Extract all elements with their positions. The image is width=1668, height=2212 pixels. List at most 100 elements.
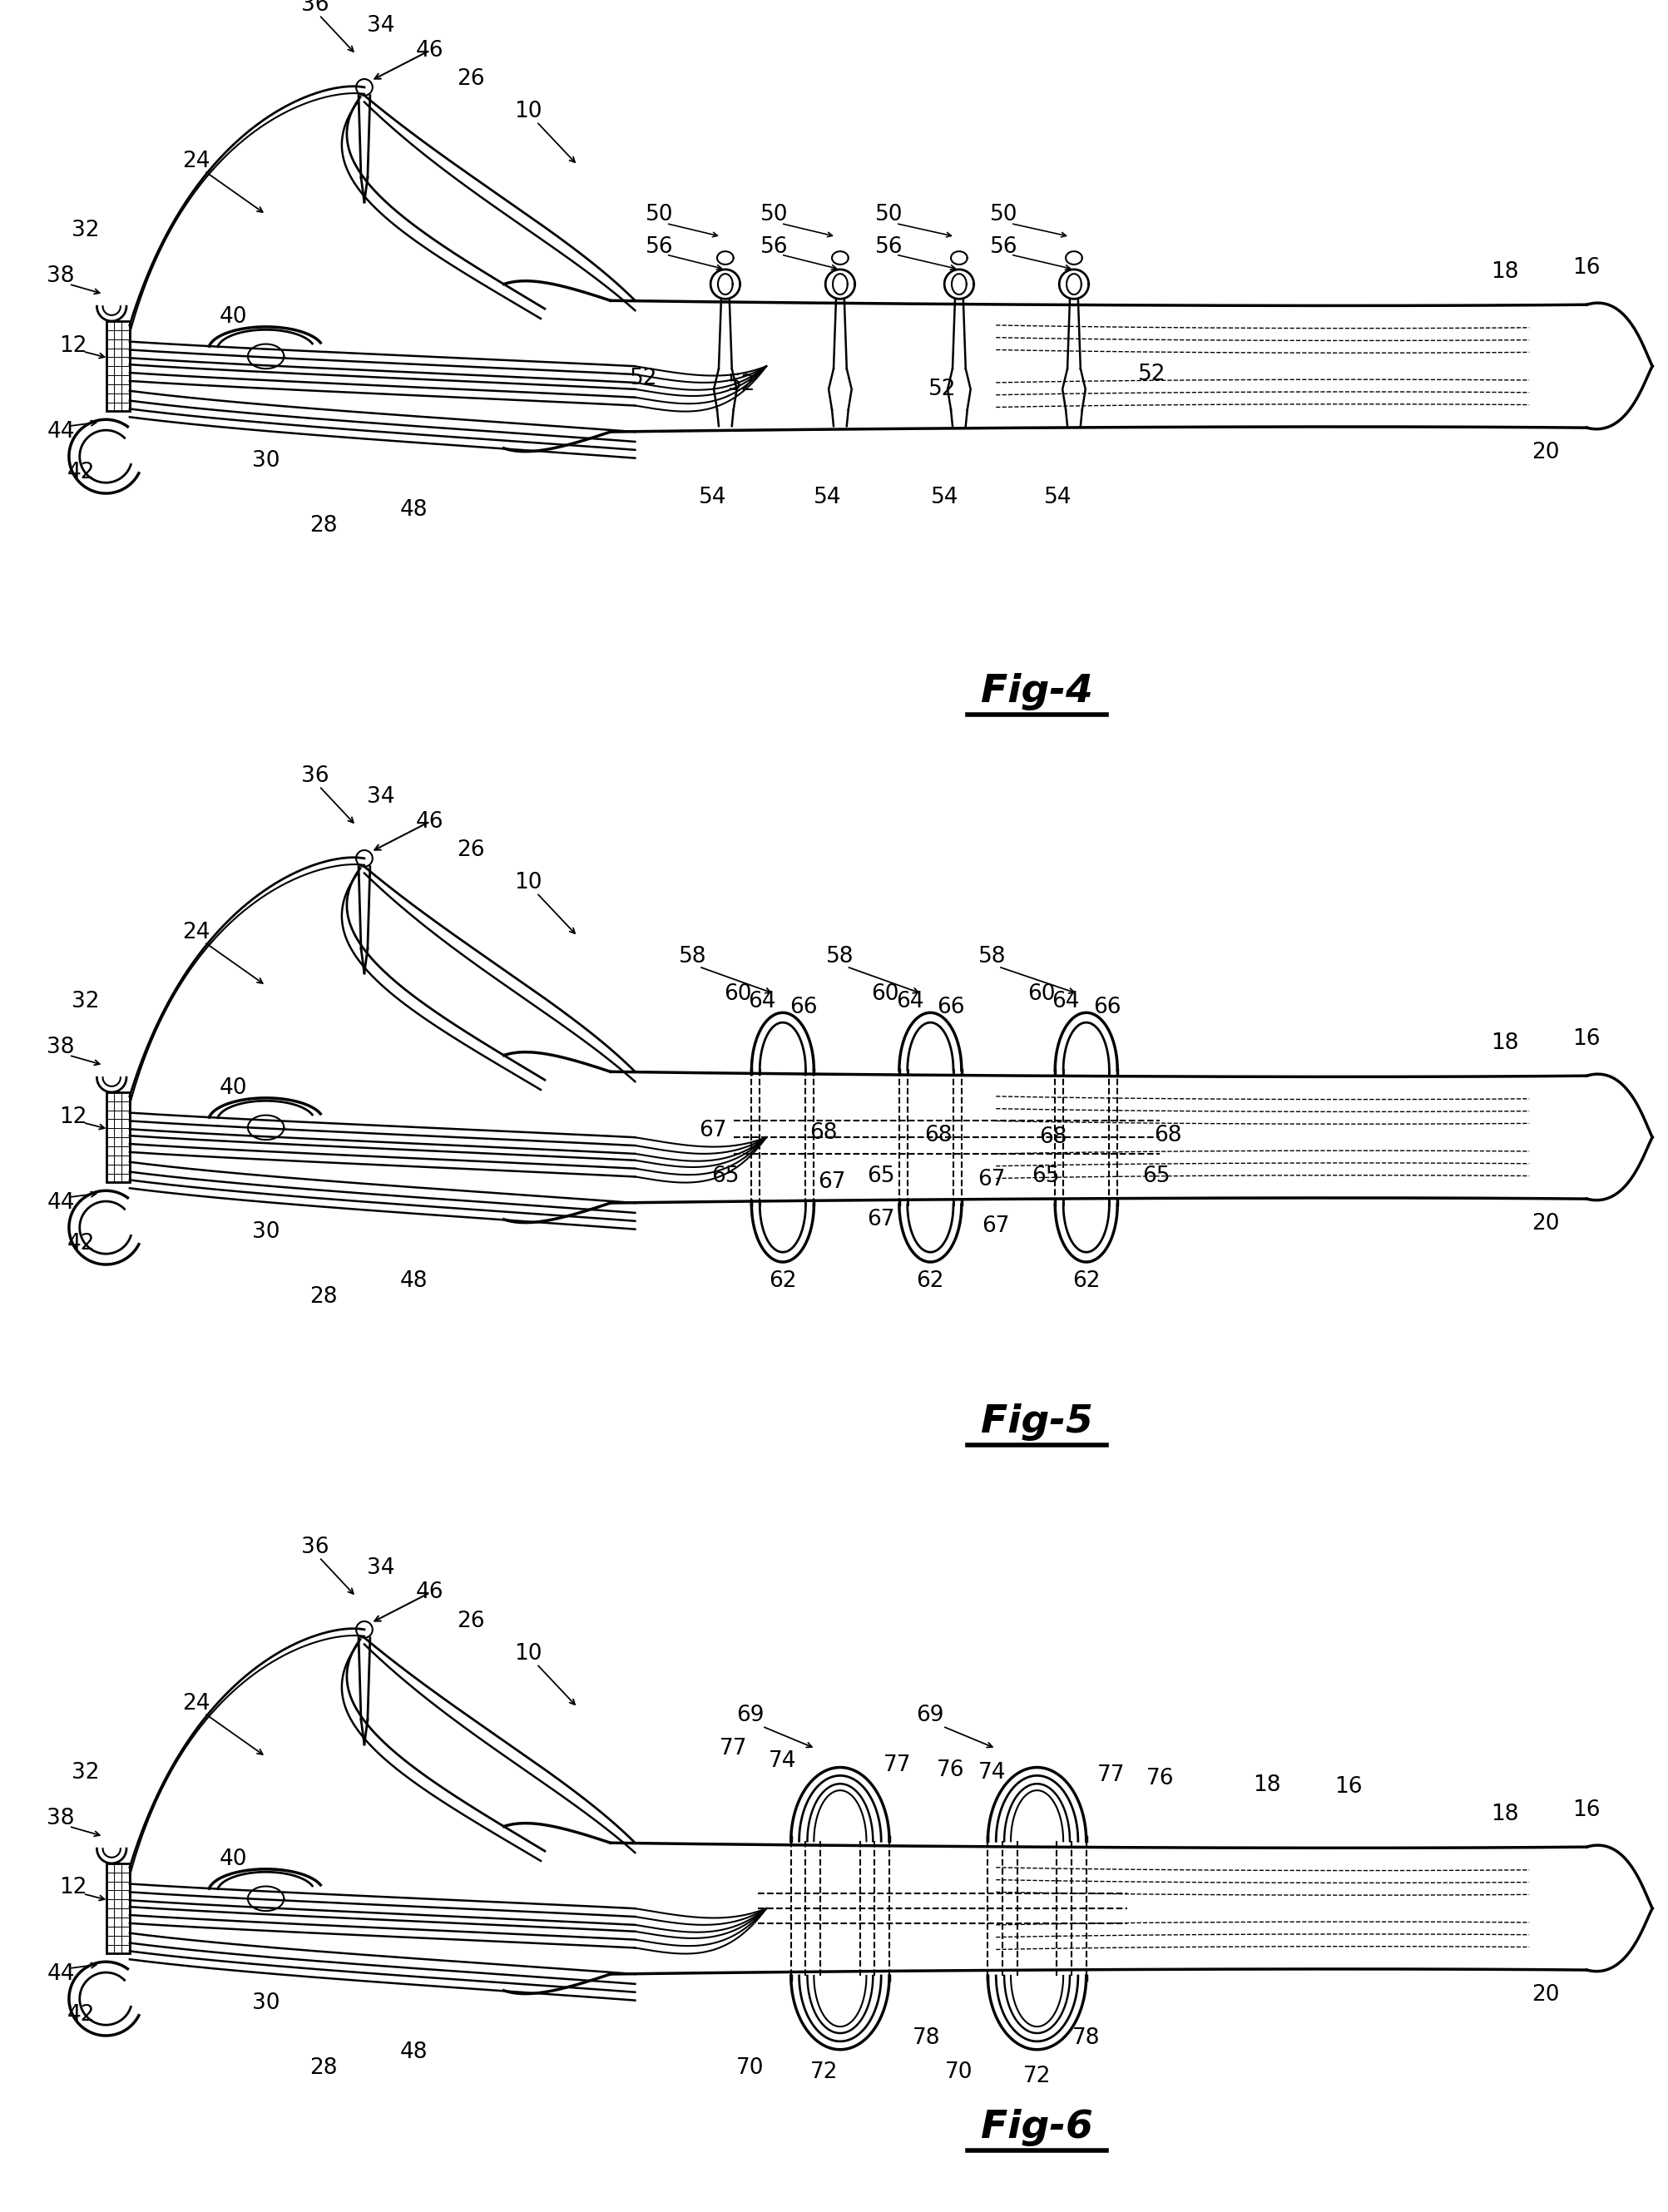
Text: 12: 12 bbox=[58, 1106, 87, 1128]
Text: 18: 18 bbox=[1253, 1774, 1281, 1796]
Text: 24: 24 bbox=[182, 1692, 210, 1714]
Text: 40: 40 bbox=[219, 305, 247, 327]
Text: 26: 26 bbox=[457, 838, 485, 860]
Text: 56: 56 bbox=[991, 237, 1017, 259]
Text: 26: 26 bbox=[457, 69, 485, 91]
Text: 68: 68 bbox=[1154, 1126, 1183, 1146]
Text: 30: 30 bbox=[252, 449, 280, 471]
Text: 46: 46 bbox=[415, 1582, 444, 1604]
Text: 68: 68 bbox=[1039, 1126, 1068, 1148]
Text: 77: 77 bbox=[884, 1754, 911, 1776]
Text: 69: 69 bbox=[916, 1705, 944, 1728]
Text: 62: 62 bbox=[769, 1270, 797, 1292]
Text: 40: 40 bbox=[219, 1077, 247, 1099]
Text: 50: 50 bbox=[761, 204, 789, 226]
Text: 36: 36 bbox=[302, 1537, 329, 1557]
Text: 62: 62 bbox=[1073, 1270, 1101, 1292]
Text: 54: 54 bbox=[1044, 487, 1071, 509]
Text: 60: 60 bbox=[1027, 982, 1056, 1004]
Text: 12: 12 bbox=[58, 334, 87, 356]
Text: 50: 50 bbox=[991, 204, 1017, 226]
Text: 40: 40 bbox=[219, 1849, 247, 1869]
Text: 38: 38 bbox=[47, 265, 75, 288]
Text: 56: 56 bbox=[876, 237, 904, 259]
Text: 64: 64 bbox=[1053, 991, 1079, 1013]
Text: 30: 30 bbox=[252, 1221, 280, 1243]
Text: 52: 52 bbox=[629, 367, 657, 389]
Text: 72: 72 bbox=[809, 2062, 837, 2084]
Text: 34: 34 bbox=[367, 15, 395, 38]
Bar bbox=[107, 1863, 130, 1953]
Text: 20: 20 bbox=[1531, 1984, 1560, 2006]
Text: 42: 42 bbox=[67, 2004, 95, 2026]
Text: 56: 56 bbox=[646, 237, 674, 259]
Text: 16: 16 bbox=[1573, 257, 1601, 279]
Text: 74: 74 bbox=[769, 1750, 797, 1772]
Text: 44: 44 bbox=[47, 420, 75, 442]
Text: 32: 32 bbox=[72, 991, 100, 1013]
Text: 52: 52 bbox=[1138, 363, 1166, 385]
Text: 10: 10 bbox=[514, 872, 542, 894]
Text: 64: 64 bbox=[896, 991, 924, 1013]
Text: 72: 72 bbox=[1022, 2066, 1051, 2088]
Text: 36: 36 bbox=[302, 0, 329, 15]
Text: 20: 20 bbox=[1531, 442, 1560, 462]
Text: 50: 50 bbox=[646, 204, 674, 226]
Bar bbox=[107, 321, 130, 411]
Text: 50: 50 bbox=[876, 204, 904, 226]
Text: 16: 16 bbox=[1573, 1798, 1601, 1820]
Text: 10: 10 bbox=[514, 1644, 542, 1666]
Text: 16: 16 bbox=[1334, 1776, 1363, 1798]
Text: 76: 76 bbox=[1146, 1767, 1174, 1790]
Text: 42: 42 bbox=[67, 1232, 95, 1254]
Text: 76: 76 bbox=[937, 1761, 964, 1781]
Text: 54: 54 bbox=[699, 487, 727, 509]
Text: 52: 52 bbox=[929, 378, 957, 400]
Text: 54: 54 bbox=[814, 487, 842, 509]
Text: 66: 66 bbox=[937, 998, 964, 1018]
Text: 65: 65 bbox=[711, 1166, 739, 1188]
Text: 24: 24 bbox=[182, 150, 210, 173]
Text: 67: 67 bbox=[982, 1214, 1009, 1237]
Text: 58: 58 bbox=[679, 947, 707, 967]
Text: 12: 12 bbox=[58, 1878, 87, 1898]
Text: 67: 67 bbox=[817, 1172, 846, 1192]
Text: 67: 67 bbox=[867, 1208, 896, 1230]
Text: 46: 46 bbox=[415, 810, 444, 832]
Text: 66: 66 bbox=[789, 998, 817, 1018]
Text: 60: 60 bbox=[871, 982, 899, 1004]
Text: 65: 65 bbox=[1143, 1166, 1169, 1188]
Text: 38: 38 bbox=[47, 1035, 75, 1057]
Text: 64: 64 bbox=[749, 991, 776, 1013]
Text: 44: 44 bbox=[47, 1964, 75, 1984]
Text: 65: 65 bbox=[867, 1166, 896, 1188]
Text: 16: 16 bbox=[1573, 1029, 1601, 1051]
Text: 32: 32 bbox=[72, 219, 100, 241]
Text: 28: 28 bbox=[309, 1287, 337, 1307]
Text: 60: 60 bbox=[724, 982, 752, 1004]
Text: Fig-5: Fig-5 bbox=[981, 1402, 1093, 1440]
Text: 52: 52 bbox=[727, 374, 756, 396]
Text: 77: 77 bbox=[719, 1739, 747, 1759]
Text: 18: 18 bbox=[1491, 261, 1518, 283]
Text: 34: 34 bbox=[367, 785, 395, 807]
Text: 70: 70 bbox=[736, 2057, 764, 2079]
Text: 62: 62 bbox=[916, 1270, 944, 1292]
Text: 18: 18 bbox=[1491, 1803, 1518, 1825]
Text: 10: 10 bbox=[514, 102, 542, 122]
Text: 77: 77 bbox=[1098, 1765, 1124, 1787]
Text: 56: 56 bbox=[761, 237, 789, 259]
Text: 32: 32 bbox=[72, 1763, 100, 1783]
Text: 48: 48 bbox=[400, 500, 427, 520]
Text: 28: 28 bbox=[309, 2057, 337, 2079]
Text: 24: 24 bbox=[182, 922, 210, 942]
Text: 28: 28 bbox=[309, 515, 337, 538]
Text: 67: 67 bbox=[699, 1119, 727, 1141]
Text: 74: 74 bbox=[977, 1763, 1006, 1783]
Text: 46: 46 bbox=[415, 40, 444, 62]
Text: Fig-6: Fig-6 bbox=[981, 2108, 1093, 2146]
Text: 69: 69 bbox=[736, 1705, 764, 1728]
Text: 30: 30 bbox=[252, 1993, 280, 2013]
Text: 42: 42 bbox=[67, 462, 95, 484]
Text: 65: 65 bbox=[1031, 1166, 1059, 1188]
